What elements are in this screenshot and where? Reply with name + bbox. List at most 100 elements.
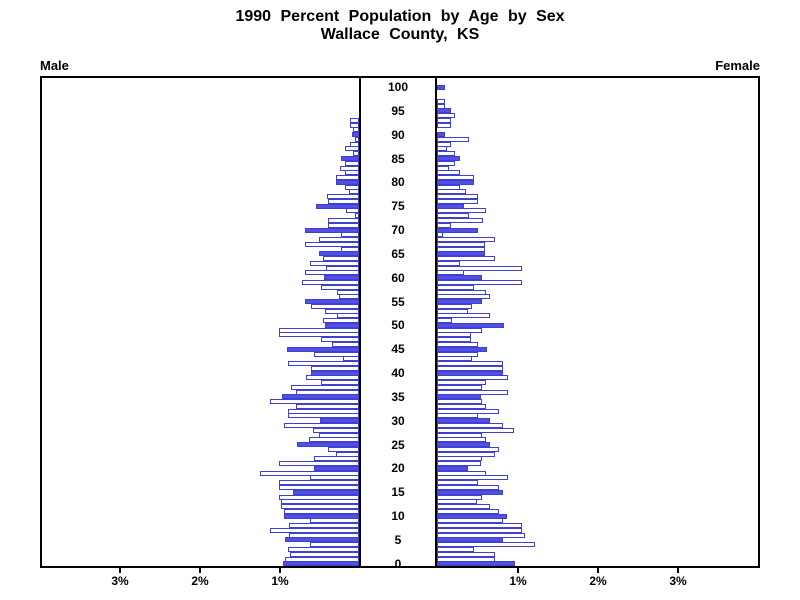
male-bar-age-80 bbox=[336, 180, 359, 185]
male-bar-age-84 bbox=[345, 161, 359, 166]
female-bar-age-14 bbox=[437, 495, 482, 500]
male-bar-age-55 bbox=[305, 299, 359, 304]
female-bar-age-70 bbox=[437, 228, 478, 233]
male-bar-age-70 bbox=[305, 228, 359, 233]
male-bar-age-11 bbox=[284, 509, 359, 514]
male-bar-age-60 bbox=[324, 275, 359, 280]
male-bar-age-81 bbox=[336, 175, 359, 180]
age-axis-label-45: 45 bbox=[391, 342, 405, 356]
male-bar-age-7 bbox=[270, 528, 359, 533]
male-bar-age-4 bbox=[310, 542, 359, 547]
female-bar-age-100 bbox=[437, 85, 445, 90]
age-axis-label-75: 75 bbox=[391, 199, 405, 213]
plot-top-border bbox=[40, 76, 760, 78]
age-axis-label-10: 10 bbox=[391, 509, 405, 523]
male-bar-age-58 bbox=[321, 285, 359, 290]
female-bar-age-23 bbox=[437, 452, 495, 457]
age-axis-label-15: 15 bbox=[391, 485, 405, 499]
male-axis-tick-label-2pct: 2% bbox=[191, 574, 209, 588]
age-axis-label-5: 5 bbox=[394, 533, 402, 547]
age-axis-label-40: 40 bbox=[391, 366, 405, 380]
plot-bottom-border bbox=[40, 566, 760, 568]
male-bar-age-16 bbox=[279, 485, 359, 490]
male-bar-age-46 bbox=[332, 342, 359, 347]
female-bar-age-49 bbox=[437, 328, 482, 333]
male-bar-age-51 bbox=[323, 318, 359, 323]
male-bar-age-57 bbox=[337, 290, 359, 295]
female-bar-age-3 bbox=[437, 547, 474, 552]
female-bar-age-47 bbox=[437, 337, 471, 342]
chart-title: 1990 Percent Population by Age by Sex bbox=[235, 8, 565, 25]
age-axis-label-35: 35 bbox=[391, 390, 405, 404]
female-bar-age-81 bbox=[437, 175, 474, 180]
male-axis-tick-2pct bbox=[199, 566, 201, 573]
female-bar-age-42 bbox=[437, 361, 503, 366]
female-bar-age-92 bbox=[437, 123, 451, 128]
female-bar-age-4 bbox=[437, 542, 535, 547]
female-bar-age-40 bbox=[437, 371, 503, 376]
female-bar-age-72 bbox=[437, 218, 483, 223]
age-axis-label-80: 80 bbox=[391, 175, 405, 189]
female-bar-age-46 bbox=[437, 342, 478, 347]
male-bar-age-12 bbox=[281, 504, 359, 509]
male-bar-age-76 bbox=[328, 199, 359, 204]
male-bar-age-15 bbox=[293, 490, 359, 495]
male-bar-age-27 bbox=[319, 433, 359, 438]
age-axis-label-95: 95 bbox=[391, 104, 405, 118]
female-bar-age-93 bbox=[437, 118, 451, 123]
female-bar-age-21 bbox=[437, 461, 481, 466]
male-bar-age-49 bbox=[279, 328, 359, 333]
female-bar-age-75 bbox=[437, 204, 464, 209]
female-bar-age-96 bbox=[437, 104, 445, 109]
age-axis-label-100: 100 bbox=[387, 80, 409, 94]
male-bar-age-1 bbox=[285, 557, 359, 562]
male-bar-age-66 bbox=[341, 247, 359, 252]
female-bar-age-12 bbox=[437, 504, 490, 509]
female-bar-age-53 bbox=[437, 309, 468, 314]
male-bar-age-25 bbox=[297, 442, 359, 447]
male-axis-tick-label-3pct: 3% bbox=[111, 574, 129, 588]
female-bar-age-77 bbox=[437, 194, 478, 199]
female-bar-age-64 bbox=[437, 256, 495, 261]
male-bar-age-72 bbox=[328, 218, 359, 223]
female-bar-age-38 bbox=[437, 380, 486, 385]
male-bar-age-65 bbox=[319, 251, 359, 256]
female-bar-age-6 bbox=[437, 533, 525, 538]
male-bar-age-42 bbox=[288, 361, 359, 366]
female-bar-age-15 bbox=[437, 490, 503, 495]
male-bar-age-24 bbox=[328, 447, 359, 452]
female-bar-age-30 bbox=[437, 418, 490, 423]
male-bar-age-10 bbox=[284, 514, 359, 519]
female-bar-age-20 bbox=[437, 466, 468, 471]
female-bar-age-68 bbox=[437, 237, 495, 242]
male-bar-age-20 bbox=[314, 466, 359, 471]
male-bar-age-85 bbox=[341, 156, 359, 161]
female-bar-age-54 bbox=[437, 304, 472, 309]
female-bar-age-34 bbox=[437, 399, 482, 404]
age-axis-label-50: 50 bbox=[391, 318, 405, 332]
male-panel-label: Male bbox=[40, 58, 69, 73]
female-bar-age-66 bbox=[437, 247, 485, 252]
male-bar-age-6 bbox=[289, 533, 359, 538]
male-bar-age-44 bbox=[314, 352, 359, 357]
female-axis-tick-2pct bbox=[597, 566, 599, 573]
female-bar-age-17 bbox=[437, 480, 478, 485]
female-bar-age-50 bbox=[437, 323, 504, 328]
male-axis-tick-3pct bbox=[119, 566, 121, 573]
plot-right-border bbox=[758, 76, 760, 568]
male-zero-axis bbox=[359, 76, 361, 568]
male-bar-age-32 bbox=[288, 409, 359, 414]
male-bar-age-73 bbox=[355, 213, 359, 218]
female-zero-axis bbox=[435, 76, 437, 568]
female-bar-age-58 bbox=[437, 285, 474, 290]
male-bar-age-59 bbox=[302, 280, 359, 285]
female-bar-age-55 bbox=[437, 299, 482, 304]
female-bar-age-32 bbox=[437, 409, 499, 414]
male-bar-age-54 bbox=[311, 304, 359, 309]
male-bar-age-19 bbox=[260, 471, 359, 476]
male-bar-age-93 bbox=[350, 118, 359, 123]
female-bar-age-79 bbox=[437, 185, 460, 190]
female-bar-age-76 bbox=[437, 199, 478, 204]
male-bar-age-37 bbox=[291, 385, 359, 390]
